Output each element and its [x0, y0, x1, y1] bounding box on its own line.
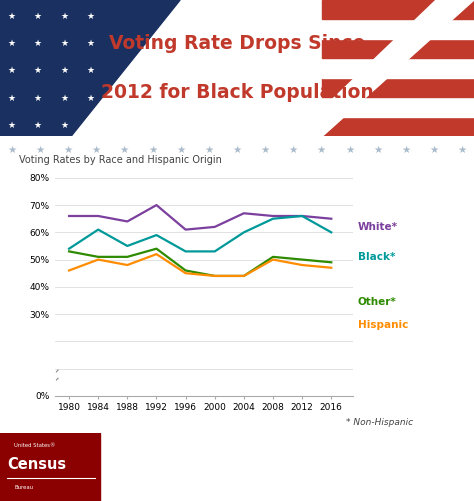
Text: * Non-Hispanic: * Non-Hispanic: [346, 418, 413, 427]
Text: ★: ★: [36, 144, 45, 154]
Text: ★: ★: [289, 144, 298, 154]
Text: Other*: Other*: [358, 297, 397, 307]
Text: ★: ★: [91, 144, 101, 154]
Text: U.S. CENSUS BUREAU: U.S. CENSUS BUREAU: [107, 470, 161, 475]
Polygon shape: [294, 0, 474, 136]
Text: Economics and Statistics Administration: Economics and Statistics Administration: [107, 458, 208, 463]
Text: ★: ★: [8, 12, 16, 21]
Text: ★: ★: [34, 12, 42, 21]
Text: ★: ★: [8, 94, 16, 103]
Text: ★: ★: [120, 144, 129, 154]
Text: ★: ★: [232, 144, 242, 154]
Text: United States®: United States®: [14, 443, 55, 448]
Text: ★: ★: [8, 39, 16, 48]
Text: ★: ★: [34, 94, 42, 103]
Polygon shape: [322, 20, 474, 39]
Text: ★: ★: [86, 66, 94, 75]
Text: ★: ★: [34, 121, 42, 130]
Text: ★: ★: [204, 144, 213, 154]
Polygon shape: [322, 117, 474, 136]
Text: https://www.census.gov/topics/public-sector/voting.html: https://www.census.gov/topics/public-sec…: [265, 475, 381, 479]
Text: ★: ★: [457, 144, 467, 154]
Text: ★: ★: [8, 121, 16, 130]
Text: Bureau: Bureau: [14, 485, 33, 490]
Text: ★: ★: [34, 39, 42, 48]
Polygon shape: [0, 0, 180, 136]
Text: ★: ★: [8, 66, 16, 75]
Polygon shape: [322, 78, 474, 97]
Text: 1980-2016 Voting and Registration Supplements: 1980-2016 Voting and Registration Supple…: [265, 459, 388, 464]
Polygon shape: [322, 59, 474, 78]
Text: ★: ★: [148, 144, 157, 154]
Text: ★: ★: [60, 94, 68, 103]
Text: ★: ★: [60, 12, 68, 21]
Text: Voting Rates by Race and Hispanic Origin: Voting Rates by Race and Hispanic Origin: [19, 155, 222, 165]
Text: Census: Census: [7, 456, 66, 471]
Text: White*: White*: [358, 222, 398, 232]
Text: Hispanic: Hispanic: [358, 320, 408, 330]
Text: ★: ★: [86, 39, 94, 48]
Text: ★: ★: [261, 144, 270, 154]
Text: ★: ★: [60, 39, 68, 48]
Polygon shape: [322, 97, 474, 117]
Text: ★: ★: [7, 144, 17, 154]
Bar: [0, 433, 100, 501]
Text: ★: ★: [86, 12, 94, 21]
Text: Voting Rate Drops Since: Voting Rate Drops Since: [109, 34, 365, 53]
Text: Black*: Black*: [358, 252, 395, 262]
Text: ★: ★: [373, 144, 383, 154]
Text: ★: ★: [345, 144, 354, 154]
Text: ★: ★: [429, 144, 438, 154]
Text: ★: ★: [60, 121, 68, 130]
Polygon shape: [322, 39, 474, 59]
Text: 2012 for Black Population: 2012 for Black Population: [100, 83, 374, 102]
Text: ★: ★: [176, 144, 185, 154]
Text: ★: ★: [64, 144, 73, 154]
Text: ★: ★: [34, 66, 42, 75]
Text: ★: ★: [317, 144, 326, 154]
Text: ★: ★: [401, 144, 410, 154]
Polygon shape: [322, 0, 474, 20]
Text: U.S. Department of Commerce: U.S. Department of Commerce: [107, 444, 192, 449]
Text: ★: ★: [60, 66, 68, 75]
Text: census.gov: census.gov: [107, 483, 141, 488]
Text: ★: ★: [86, 94, 94, 103]
Text: Source: Current Population Survey,: Source: Current Population Survey,: [265, 444, 354, 449]
